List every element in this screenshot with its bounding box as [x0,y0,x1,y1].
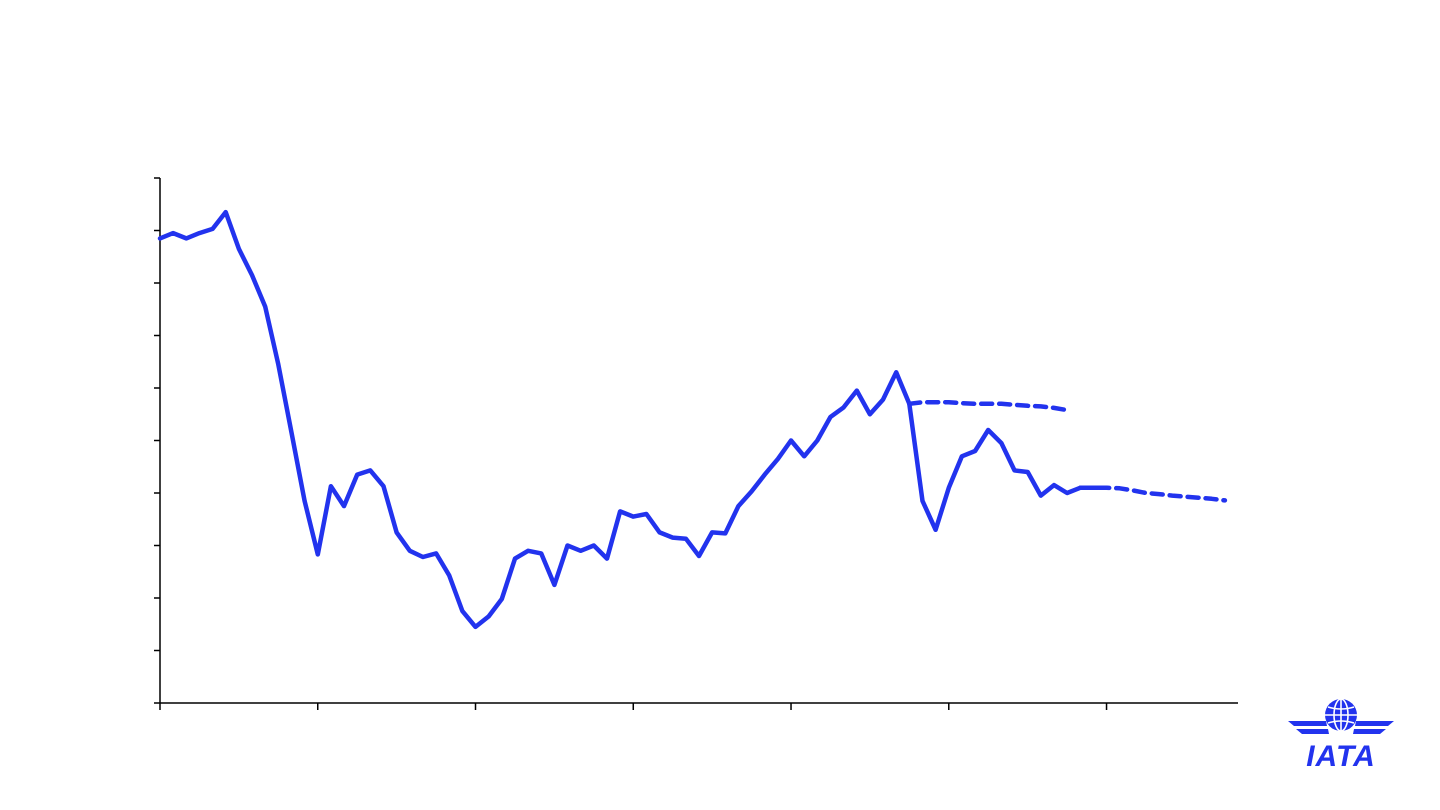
iata-logo: IATA [1288,698,1394,770]
axes [159,178,1238,704]
logo-text: IATA [1306,740,1376,770]
series-line-1 [907,399,1070,413]
series-line-0 [157,209,1109,630]
axis-ticks [154,177,1108,710]
globe-wings-icon [1288,698,1394,734]
series-group [157,209,1228,630]
series-line-2 [1077,485,1228,503]
